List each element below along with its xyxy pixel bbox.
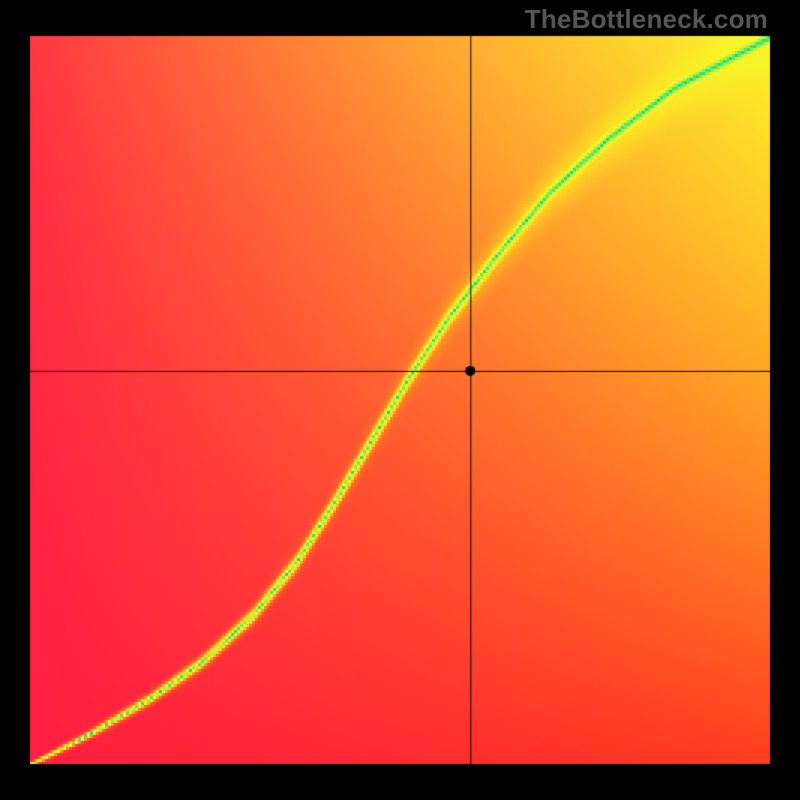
chart-container: TheBottleneck.com [0, 0, 800, 800]
watermark-text: TheBottleneck.com [525, 4, 768, 35]
heatmap-canvas [0, 0, 800, 800]
